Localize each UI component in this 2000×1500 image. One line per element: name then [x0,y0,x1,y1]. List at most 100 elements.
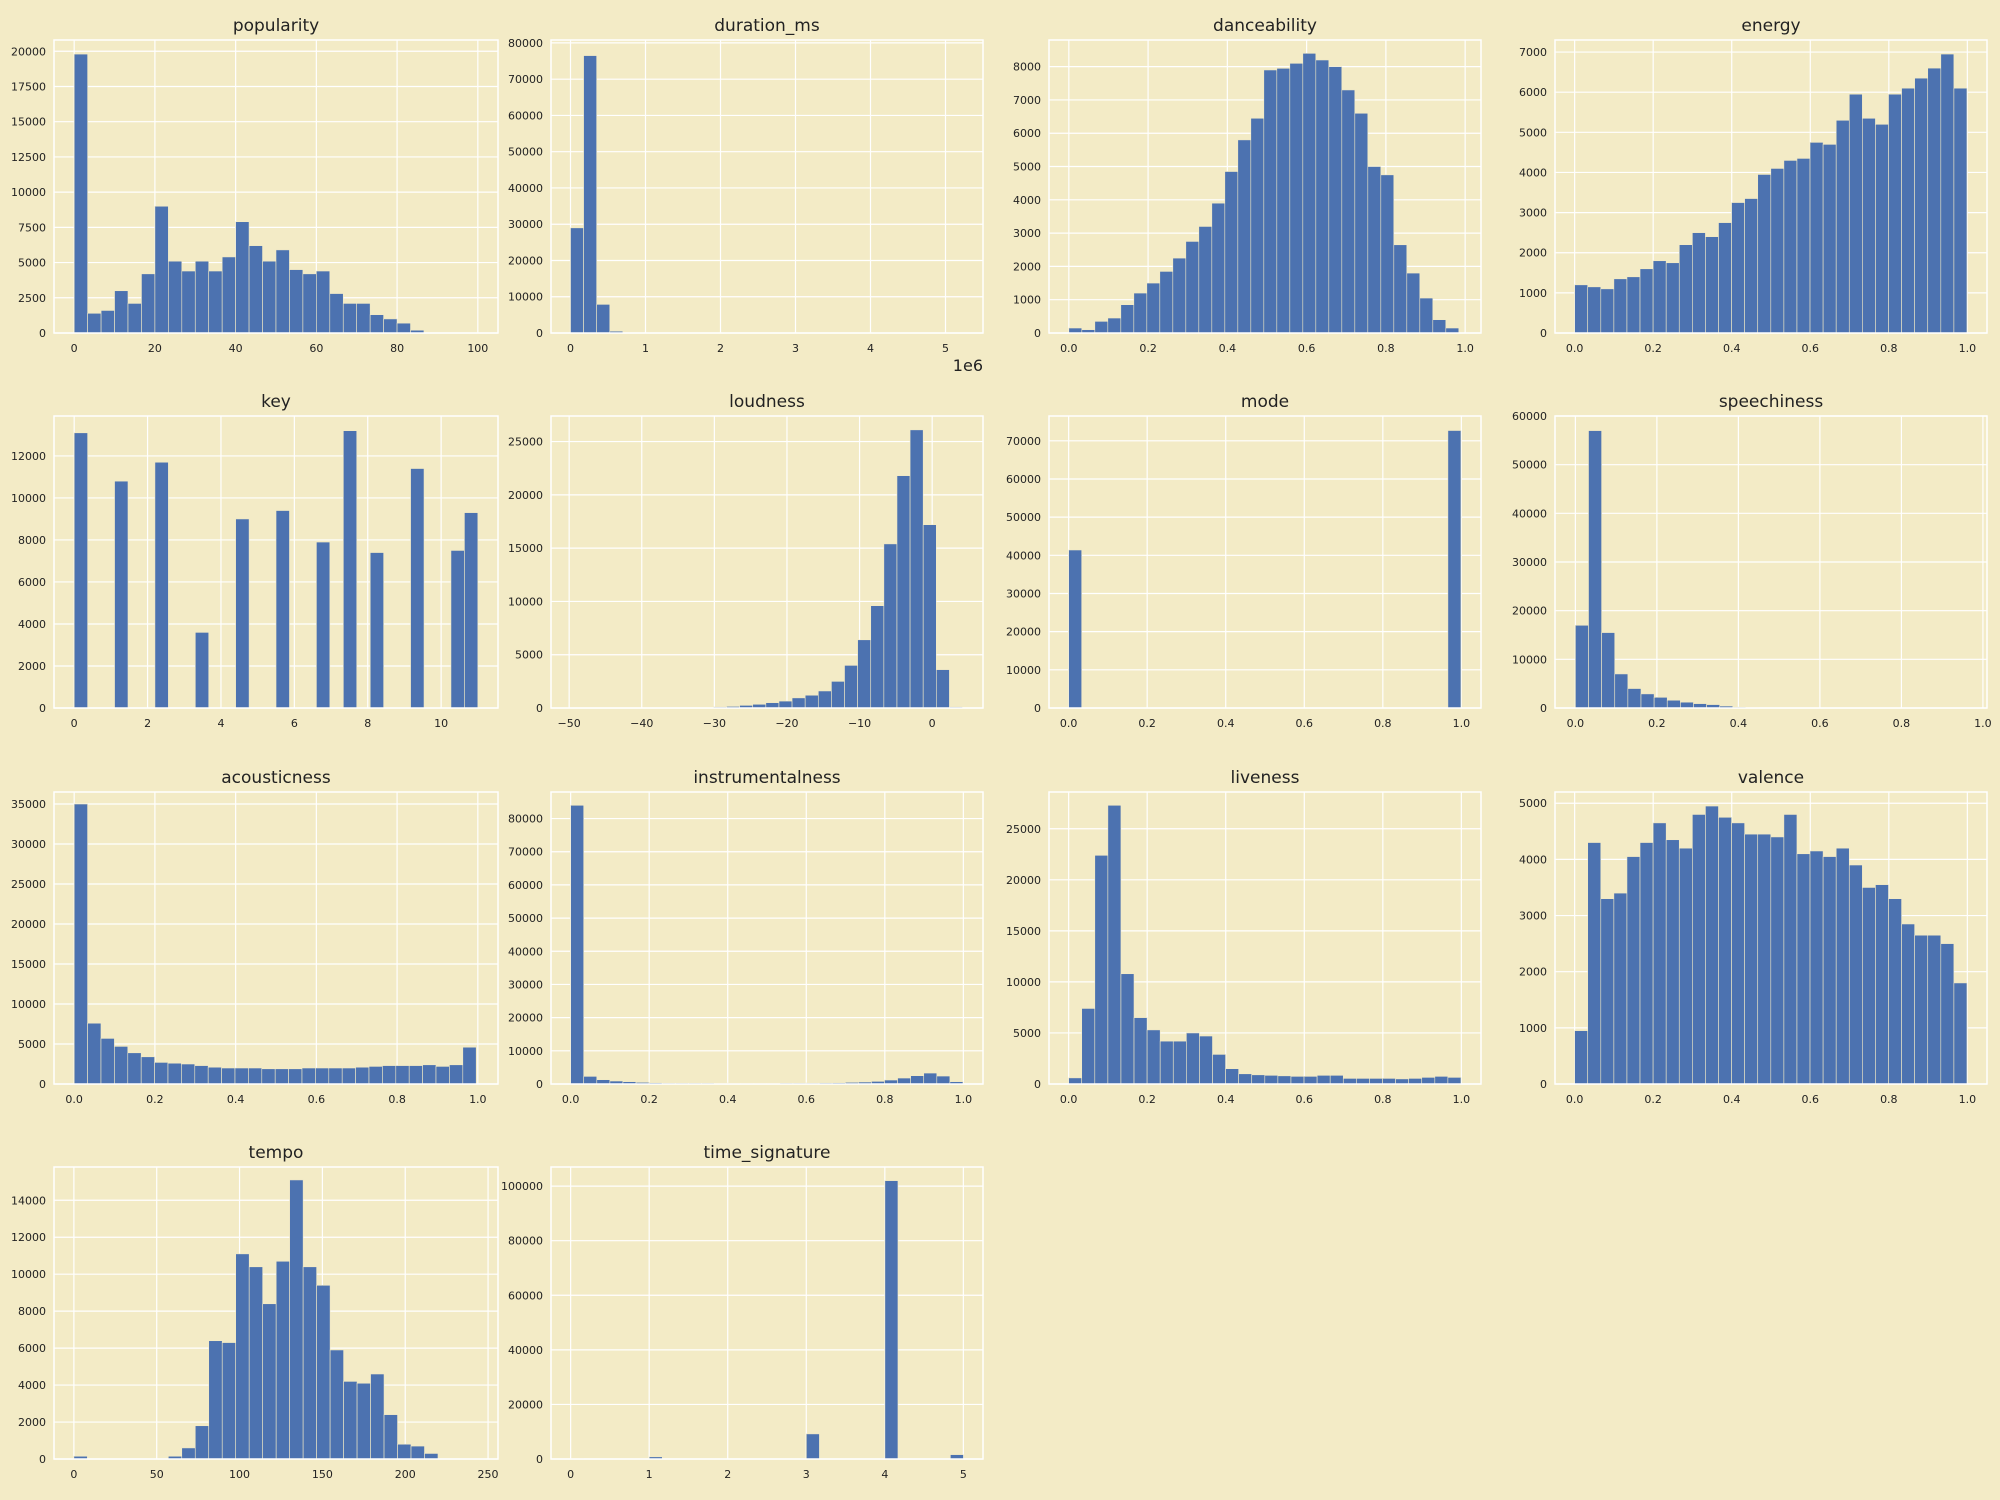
histogram-bar [1848,864,1863,1085]
y-tick-label: 1000 [1013,294,1041,307]
histogram-bar [154,461,169,709]
y-tick-label: 0 [39,327,46,340]
x-tick-label: 0.6 [1802,342,1820,355]
x-tick-label: 0.0 [1567,717,1585,730]
y-tick-label: 12000 [11,1231,46,1244]
histogram-bar [910,1075,925,1085]
histogram-bar [1393,244,1408,334]
histogram-bar [1120,973,1135,1085]
histogram-bar [1432,319,1447,334]
histogram-bar [1575,624,1589,709]
y-tick-label: 3000 [1013,227,1041,240]
histogram-bar [329,1349,344,1460]
y-tick-label: 8000 [1013,61,1041,74]
histogram-bar [583,55,597,334]
histogram-bar [1666,699,1681,709]
histogram-bar [167,1062,182,1085]
histogram-bar [140,1056,155,1085]
histogram-bar [235,518,250,709]
y-tick-label: 1000 [1519,287,1547,300]
histogram-bar [1107,317,1122,334]
subplot-title: mode [1241,392,1289,412]
y-tick-label: 30000 [1512,556,1547,569]
histogram-bar [1434,1076,1449,1085]
histogram-bar [1107,804,1122,1085]
histogram-bar [1382,1078,1396,1085]
y-tick-label: 20000 [508,254,543,267]
histogram-bar [1796,853,1811,1085]
histogram-bar [316,270,331,334]
axes-frame [1048,415,1482,709]
histogram-bar [368,1066,383,1085]
y-tick-label: 8000 [18,1305,46,1318]
histogram-bar [1198,226,1213,334]
histogram-bar [1914,77,1929,334]
x-tick-label: 0 [70,1468,77,1481]
histogram-bar [1809,142,1824,334]
histogram-bar [1225,1068,1239,1085]
histogram-bar [302,1266,317,1460]
histogram-bar [1251,1074,1266,1085]
x-tick-label: 0.8 [1880,342,1898,355]
x-tick-label: 0.8 [1893,717,1911,730]
histogram-bar [289,1179,304,1460]
subplot-danceability: danceability 0.0 0.2 0.4 0.6 0.8 1.0 0 1000 2000 3… [1013,16,1482,355]
y-tick-label: 2000 [1519,966,1547,979]
subplot-energy: energy 0.0 0.2 0.4 0.6 0.8 1.0 0 1000 2000 3000 400… [1519,16,1988,355]
y-tick-label: 20000 [508,489,543,502]
axes-frame [53,1166,499,1460]
histogram-bar [1601,632,1616,709]
histogram-bar [73,432,88,709]
histogram-bar [449,1064,464,1085]
x-tick-label: 0.2 [1644,342,1662,355]
histogram-bar [1744,198,1759,334]
histogram-bar [194,632,210,709]
histogram-bar [114,480,129,709]
x-tick-label: 0.4 [1723,1093,1741,1106]
histogram-bar [1665,839,1680,1085]
y-tick-label: 20000 [11,45,46,58]
y-tick-label: 30000 [508,218,543,231]
y-tick-label: 60000 [508,109,543,122]
histogram-bar [1328,66,1343,334]
histogram-bar [1263,69,1278,334]
histogram-bar [1927,934,1942,1085]
x-tick-label: 0.4 [227,1093,245,1106]
y-tick-label: 60000 [508,879,543,892]
y-tick-label: 5000 [515,649,543,662]
histogram-bar [806,1433,820,1460]
histogram-bar [1678,847,1693,1085]
x-tick-label: 40 [229,342,243,355]
histogram-bar [1875,884,1889,1085]
histogram-bar [1356,1078,1370,1085]
x-tick-label: 4 [881,1468,888,1481]
histogram-bar [883,543,898,709]
x-tick-label: 50 [150,1468,164,1481]
histogram-bar [168,260,183,334]
y-tick-label: 10000 [1512,653,1547,666]
x-tick-label: 250 [478,1468,499,1481]
histogram-bar [194,260,210,334]
histogram-bar [1587,842,1602,1085]
histogram-bar [1783,160,1798,334]
histogram-bar [1211,202,1226,334]
subplot-liveness: liveness 0.0 0.2 0.4 0.6 0.8 1.0 0 5000 10000 1500… [1006,768,1482,1106]
x-tick-label: 1.0 [1453,1093,1471,1106]
x-tick-label: 0.8 [876,1093,894,1106]
histogram-bar [207,1066,222,1085]
x-tick-label: 0.4 [1217,717,1235,730]
histogram-bar [1627,688,1642,709]
y-tick-label: 3000 [1519,910,1547,923]
histogram-bar [275,249,290,334]
subplot-time-signature: time_signature 0 1 2 3 4 5 0 20000 40000 60000 8000… [501,1143,984,1481]
histogram-bar [343,1381,358,1460]
x-tick-label: 0.2 [640,1093,658,1106]
histogram-bar [1796,158,1811,334]
y-tick-label: 5000 [1519,797,1547,810]
x-tick-label: 1.0 [1974,717,1992,730]
histogram-bar [1237,139,1252,334]
x-tick-label: 2 [717,342,724,355]
histogram-bar [1783,814,1798,1085]
histogram-bar [221,256,236,334]
